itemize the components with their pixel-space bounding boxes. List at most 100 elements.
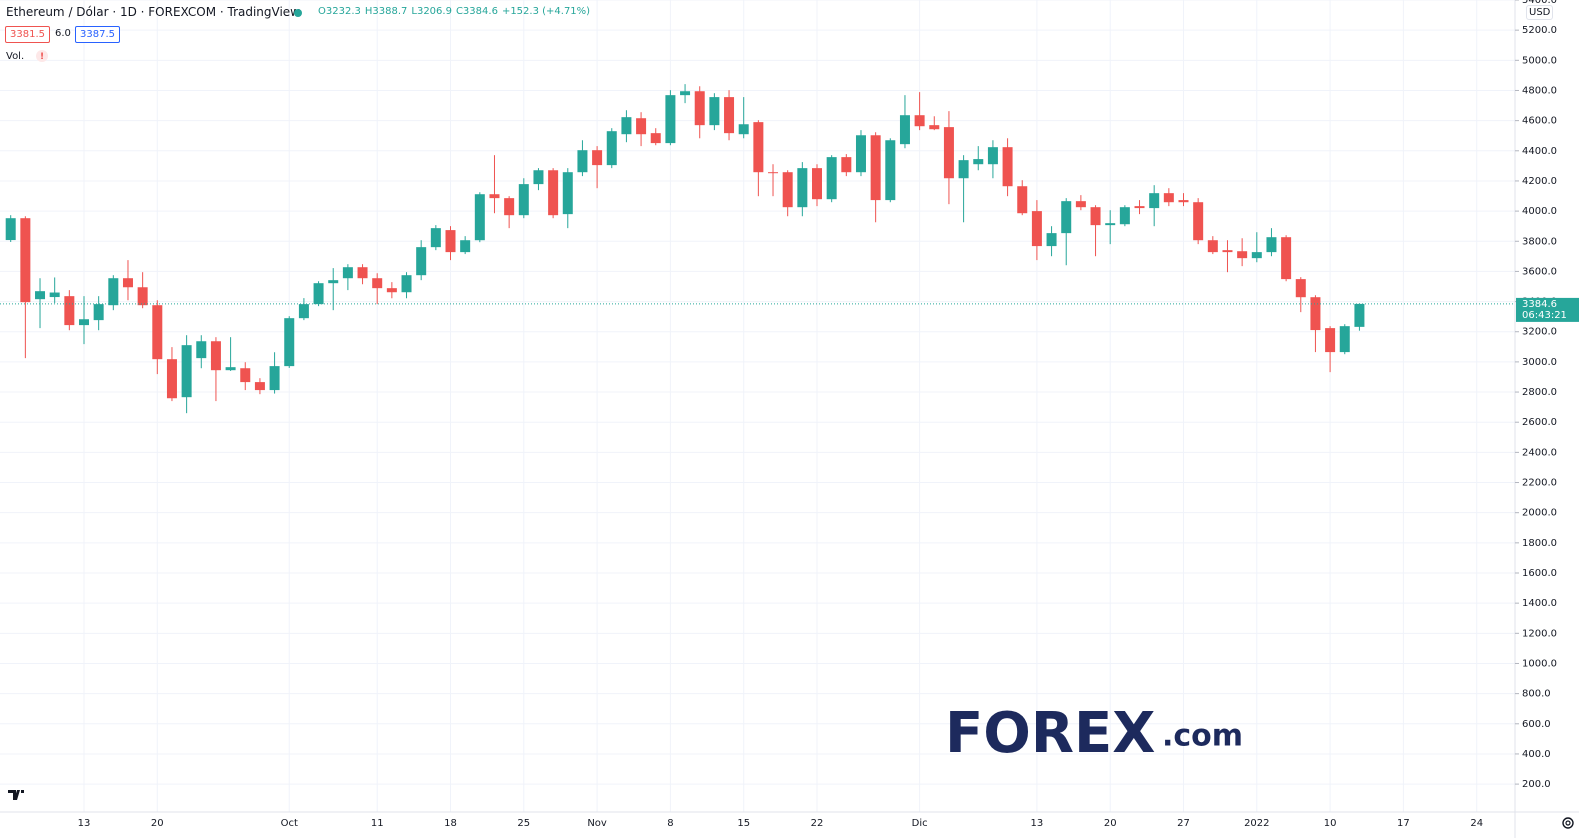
y-tick-label: 1600.0 — [1522, 568, 1557, 579]
x-tick-label: 8 — [667, 818, 673, 829]
candle-body — [738, 124, 749, 135]
candle-body — [401, 275, 412, 293]
candle-body — [606, 131, 617, 166]
x-tick-label: 22 — [811, 818, 824, 829]
candle-body — [269, 366, 280, 391]
watermark-main: FOREX — [945, 701, 1155, 766]
change-value: +152.3 (+4.71%) — [501, 6, 591, 17]
x-tick-label: 20 — [151, 818, 164, 829]
candle-body — [533, 170, 544, 185]
candle-body — [709, 97, 720, 126]
candle-body — [166, 359, 177, 399]
y-tick-label: 600.0 — [1522, 719, 1551, 730]
candle-body — [1193, 202, 1204, 241]
candle-body — [1075, 201, 1086, 208]
spread: 6.0 — [55, 28, 71, 39]
candle-body — [680, 91, 691, 96]
candle-body — [122, 278, 133, 288]
candle-body — [416, 247, 427, 276]
settings-icon[interactable] — [1562, 817, 1574, 829]
watermark: FOREX .com — [945, 701, 1243, 766]
candles — [5, 84, 1365, 414]
candle-body — [1354, 303, 1365, 327]
candle-body — [240, 368, 251, 383]
y-tick-label: 3000.0 — [1522, 357, 1557, 368]
last-price-label: 3384.6 — [1522, 299, 1557, 310]
candle-body — [1310, 297, 1321, 331]
candle-body — [914, 115, 925, 127]
currency-selector[interactable]: USD — [1526, 5, 1554, 20]
candle-body — [445, 230, 456, 253]
candle-body — [782, 172, 793, 208]
candle-body — [254, 382, 265, 391]
x-tick-label: Oct — [281, 818, 298, 829]
candle-body — [79, 319, 89, 326]
y-tick-label: 4600.0 — [1522, 116, 1557, 127]
y-tick-label: 2800.0 — [1522, 387, 1557, 398]
candle-body — [812, 168, 822, 200]
candle-body — [1134, 206, 1145, 209]
candle-body — [1251, 252, 1262, 259]
candle-body — [855, 135, 866, 173]
y-tick-label: 4400.0 — [1522, 146, 1557, 157]
x-tick-label: 25 — [517, 818, 530, 829]
candle-body — [899, 115, 910, 145]
x-tick-label: 10 — [1324, 818, 1337, 829]
market-status — [294, 9, 302, 17]
candle-body — [210, 341, 221, 371]
sell-price[interactable]: 3381.5 — [5, 26, 50, 43]
x-tick-label: Dic — [912, 818, 928, 829]
volume-warning[interactable]: ! — [35, 49, 49, 63]
candle-body — [152, 305, 163, 360]
candle-body — [943, 127, 954, 179]
candle-body — [870, 135, 881, 201]
y-tick-label: 5400.0 — [1522, 0, 1557, 6]
candle-body — [650, 133, 661, 144]
buy-price[interactable]: 3387.5 — [75, 26, 120, 43]
candle-body — [108, 278, 119, 306]
y-tick-label: 1000.0 — [1522, 658, 1557, 669]
candle-body — [181, 345, 192, 398]
candle-body — [1266, 237, 1277, 253]
candle-body — [694, 91, 705, 126]
bar-countdown: 06:43:21 — [1522, 310, 1567, 321]
symbol-title[interactable]: Ethereum / Dólar · 1D · FOREXCOM · Tradi… — [6, 5, 300, 19]
candle-body — [386, 288, 397, 293]
x-tick-label: 17 — [1397, 818, 1410, 829]
candle-body — [1105, 223, 1116, 226]
candle-body — [64, 296, 75, 326]
tv-logo — [8, 790, 24, 800]
candle-body — [1207, 240, 1218, 253]
x-tick-label: 27 — [1177, 818, 1190, 829]
y-tick-label: 1400.0 — [1522, 598, 1557, 609]
x-tick-label: Nov — [587, 818, 607, 829]
candle-body — [313, 283, 324, 305]
low-value: L3206.9 — [411, 6, 452, 17]
candle-body — [1149, 193, 1160, 209]
last-price-box — [1516, 297, 1579, 322]
candle-body — [430, 228, 441, 248]
x-tick-label: 2022 — [1244, 818, 1269, 829]
y-tick-label: 3600.0 — [1522, 266, 1557, 277]
y-tick-label: 400.0 — [1522, 749, 1551, 760]
y-tick-label: 2200.0 — [1522, 478, 1557, 489]
candle-body — [958, 160, 969, 179]
ohlc-legend: O3232.3 H3388.7 L3206.9 C3384.6 +152.3 (+4.7… — [318, 6, 594, 17]
y-tick-label: 2400.0 — [1522, 447, 1557, 458]
candle-body — [1281, 237, 1292, 280]
x-tick-label: 18 — [444, 818, 457, 829]
candle-body — [504, 198, 515, 216]
candle-body — [987, 147, 998, 165]
candle-body — [1163, 193, 1174, 203]
candle-body — [5, 218, 16, 241]
candle-body — [137, 287, 148, 306]
candle-body — [826, 157, 837, 200]
candle-body — [1178, 200, 1189, 203]
volume-label[interactable]: Vol. — [6, 51, 25, 62]
candle-body — [1090, 207, 1101, 226]
candle-body — [1031, 211, 1042, 247]
y-tick-label: 2600.0 — [1522, 417, 1557, 428]
x-tick-label: 20 — [1104, 818, 1117, 829]
candle-body — [548, 170, 559, 216]
high-value: H3388.7 — [364, 6, 408, 17]
